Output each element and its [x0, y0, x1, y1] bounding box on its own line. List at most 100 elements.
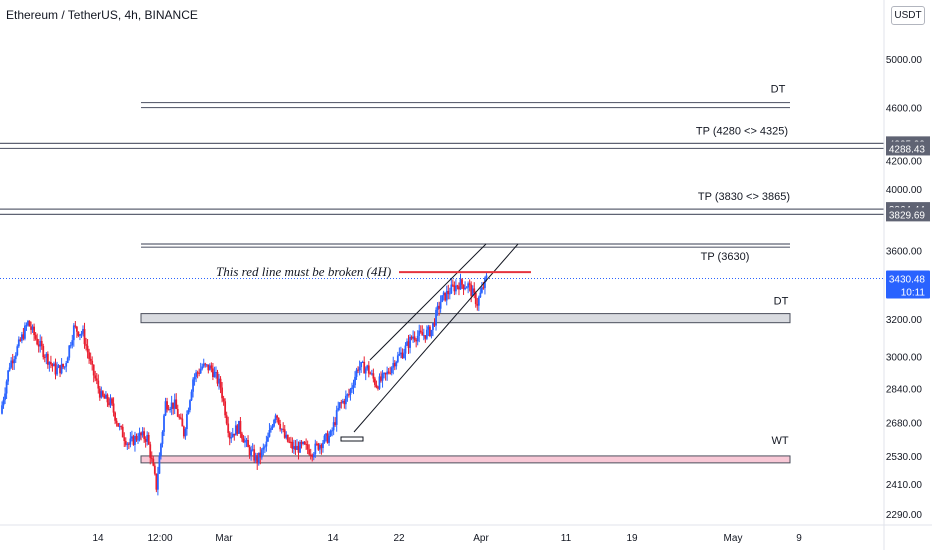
candle-body	[53, 363, 55, 367]
candle-body	[224, 401, 227, 416]
candle-body	[57, 365, 60, 368]
candle-body	[237, 420, 240, 434]
candle-body	[216, 371, 219, 384]
candle-body	[144, 438, 147, 442]
candle-body	[355, 369, 358, 377]
candle-body	[396, 355, 399, 362]
candle-body	[163, 415, 165, 432]
candle-body	[115, 420, 118, 424]
candle-body	[309, 454, 312, 456]
candle-body	[75, 326, 78, 332]
channel-layer	[340, 243, 531, 442]
candle-body	[325, 433, 327, 436]
price-axis[interactable]: 5000.00 4600.00 4200.00 4000.00 3600.00 3200.…	[883, 0, 930, 550]
candle-body	[398, 354, 401, 356]
candle-body	[265, 441, 268, 447]
candle-body	[403, 353, 405, 358]
candle-body	[45, 353, 48, 358]
candle-body	[156, 473, 159, 490]
candle-body	[143, 431, 146, 439]
channel-upper-line	[369, 243, 487, 361]
candle-body	[415, 339, 418, 342]
candle-body	[305, 444, 308, 446]
candle-body	[328, 435, 330, 443]
price-tag-bg	[886, 141, 930, 156]
candle-body	[121, 426, 124, 438]
time-axis[interactable]: 14 12:00 Mar 14 22 Apr 11 19 May 9	[0, 524, 932, 544]
candle-body	[271, 426, 274, 429]
candle-body	[297, 445, 300, 453]
candle-body	[268, 429, 271, 437]
candle-body	[98, 388, 101, 398]
candle-body	[152, 458, 155, 466]
candle-body	[441, 295, 444, 302]
candle-body	[170, 402, 173, 409]
candle-body	[219, 378, 222, 388]
candle-body	[433, 322, 436, 326]
candle-body	[213, 372, 216, 378]
candle-body	[399, 352, 402, 355]
candle-body	[435, 309, 437, 326]
candle-body	[384, 372, 387, 375]
candle-body	[387, 371, 390, 373]
candle-body	[302, 441, 304, 444]
candle-body	[62, 363, 65, 368]
price-tick-label: 4200.00	[886, 157, 923, 168]
candle-body	[424, 335, 427, 339]
candle-body	[129, 438, 132, 445]
currency-selector-button[interactable]: USDT	[891, 6, 925, 25]
candle-body	[28, 320, 31, 327]
candle-body	[43, 357, 46, 359]
candle-body	[459, 279, 462, 290]
candle-body	[88, 352, 91, 359]
candle-body	[409, 336, 411, 348]
candle-body	[135, 435, 138, 440]
candle-body	[349, 389, 352, 395]
candle-body	[66, 357, 69, 364]
candle-body	[40, 340, 43, 347]
candle-body	[360, 362, 363, 368]
candle-body	[95, 378, 98, 381]
candle-body	[419, 330, 422, 333]
candle-body	[184, 429, 187, 437]
candle-body	[480, 287, 483, 293]
candle-body	[27, 320, 29, 326]
candle-body	[251, 449, 254, 451]
candle-body	[132, 436, 135, 445]
candle-body	[155, 473, 158, 490]
candle-body	[48, 361, 51, 365]
time-tick-label: Apr	[473, 533, 489, 544]
candle-body	[334, 422, 337, 425]
candle-body	[331, 430, 334, 432]
candle-body	[254, 455, 257, 461]
candle-body	[239, 420, 242, 434]
candle-body	[367, 365, 370, 374]
candle-body	[173, 399, 176, 409]
candle-body	[193, 376, 196, 380]
candle-body	[484, 277, 486, 288]
candle-body	[322, 442, 324, 449]
candle-body	[482, 287, 485, 289]
time-tick-label: May	[724, 533, 743, 544]
candle-body	[464, 287, 466, 290]
candle-body	[195, 372, 197, 377]
candle-body	[404, 345, 407, 354]
last-price-label: 3430.48	[889, 275, 926, 286]
candle-body	[20, 334, 23, 341]
candle-body	[343, 400, 346, 405]
annotation-text: This red line must be broken (4H)	[216, 264, 391, 279]
levels-layer	[0, 101, 884, 464]
candle-body	[192, 379, 194, 392]
candle-body	[71, 340, 74, 346]
candle-body	[317, 443, 320, 450]
candle-body	[291, 441, 294, 449]
candle-body	[221, 387, 223, 399]
price-tick-label: 2410.00	[886, 480, 923, 491]
candle-body	[412, 336, 415, 339]
price-tick-label: 2530.00	[886, 452, 923, 463]
candle-body	[190, 391, 193, 401]
candle-body	[30, 326, 32, 330]
candle-body	[289, 441, 292, 443]
candle-body	[439, 301, 442, 309]
